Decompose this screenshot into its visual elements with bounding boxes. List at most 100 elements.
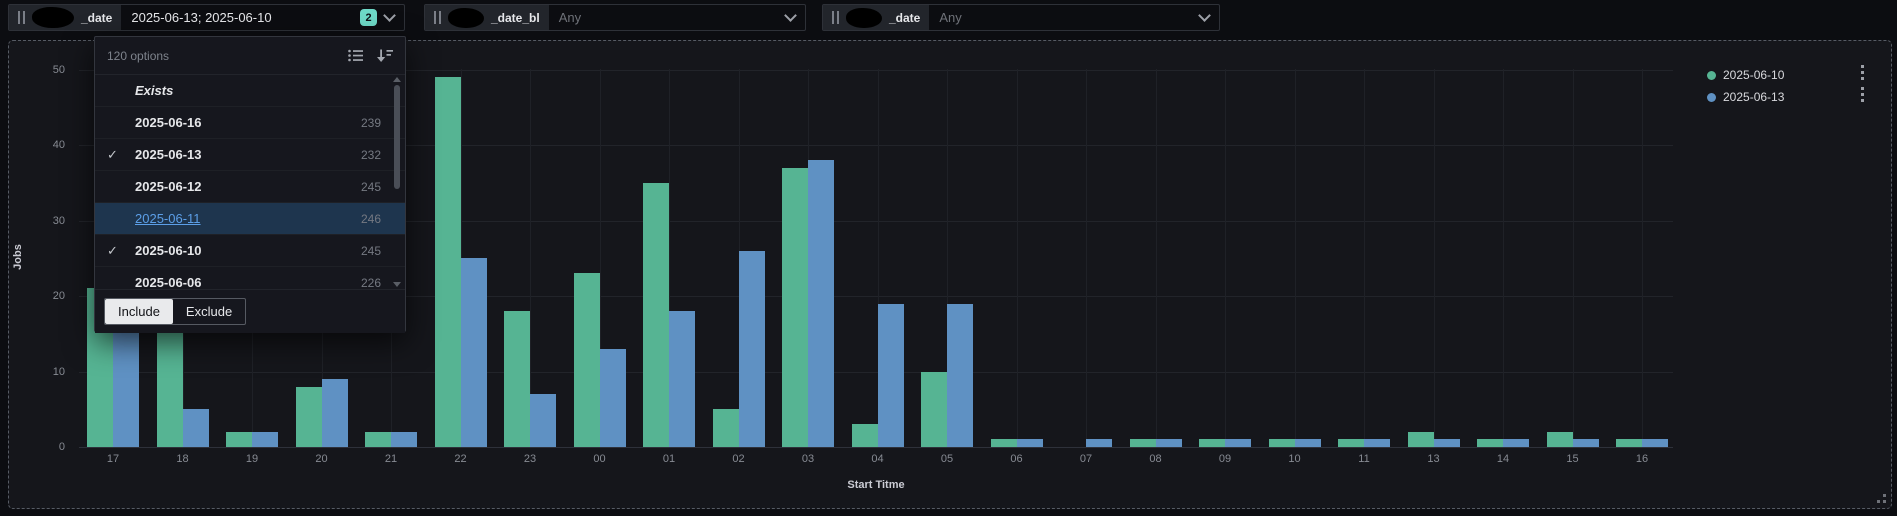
scrollbar-thumb[interactable] xyxy=(394,85,400,189)
filter-label-suffix: _date xyxy=(889,10,921,25)
gridline-h xyxy=(79,220,1673,222)
option-label: 2025-06-13 xyxy=(135,147,202,162)
dropdown-option-2025-06-16[interactable]: 2025-06-16 239 xyxy=(95,107,405,139)
gridline-v xyxy=(1016,69,1018,447)
chevron-down-icon[interactable] xyxy=(1198,8,1211,22)
include-button[interactable]: Include xyxy=(105,299,173,324)
filter-control-date-2[interactable]: _date Any xyxy=(822,4,1220,31)
legend-item[interactable]: 2025-06-13 xyxy=(1707,90,1784,104)
bar-2025-06-13-04 xyxy=(877,303,904,447)
gridline-h xyxy=(79,371,1673,373)
gridline-v xyxy=(1364,69,1365,447)
option-label: 2025-06-12 xyxy=(135,179,202,194)
legend-kebab-menu-icon[interactable] xyxy=(1861,87,1864,90)
gridline-v xyxy=(947,69,948,447)
y-tick-label: 40 xyxy=(52,139,65,151)
filter-label-date[interactable]: _date xyxy=(9,5,122,30)
redacted-filter-name xyxy=(448,7,484,28)
option-count: 245 xyxy=(360,243,381,258)
dropdown-option-2025-06-11[interactable]: 2025-06-11 246 xyxy=(95,203,405,235)
legend-series-dot xyxy=(1707,92,1716,102)
panel-resize-handle[interactable] xyxy=(1883,500,1886,503)
option-label: 2025-06-10 xyxy=(135,243,202,258)
chevron-down-icon[interactable] xyxy=(784,8,797,22)
x-tick-label: 17 xyxy=(106,453,120,465)
legend-series-label[interactable]: 2025-06-13 xyxy=(1723,90,1785,104)
x-tick-label: 02 xyxy=(732,453,745,465)
bar-2025-06-13-08 xyxy=(1155,439,1182,447)
dropdown-option-exists[interactable]: Exists xyxy=(95,75,405,107)
x-tick-label: 18 xyxy=(176,453,189,465)
bar-2025-06-13-22 xyxy=(460,258,487,447)
bar-2025-06-13-02 xyxy=(738,250,765,447)
scroll-up-icon[interactable] xyxy=(393,77,401,82)
filter-control-date[interactable]: _date 2025-06-13; 2025-06-10 2 xyxy=(8,4,405,31)
bar-2025-06-10-03 xyxy=(782,167,808,447)
drag-handle-icon[interactable] xyxy=(18,11,25,24)
bar-2025-06-10-01 xyxy=(643,182,669,447)
x-tick-label: 20 xyxy=(315,453,328,465)
bar-2025-06-10-06 xyxy=(990,439,1017,447)
legend-item[interactable]: 2025-06-10 xyxy=(1707,68,1784,82)
x-tick-label: 10 xyxy=(1288,453,1301,465)
checkmark-icon: ✓ xyxy=(107,146,118,162)
filter-placeholder: Any xyxy=(558,10,582,25)
gridline-h xyxy=(79,447,1673,448)
bar-2025-06-13-18 xyxy=(182,409,209,447)
x-tick-label: 08 xyxy=(1149,453,1162,465)
filter-label-suffix: _date_bl xyxy=(491,10,540,25)
gridline-v xyxy=(1642,69,1643,447)
bar-2025-06-13-11 xyxy=(1364,439,1390,447)
drag-handle-icon[interactable] xyxy=(434,11,441,24)
option-label: 2025-06-16 xyxy=(135,115,202,130)
option-count: 239 xyxy=(360,115,381,130)
filter-control-date-bl[interactable]: _date_bl Any xyxy=(424,4,806,31)
bar-2025-06-13-01 xyxy=(669,311,695,447)
bar-2025-06-10-08 xyxy=(1129,439,1156,447)
bar-2025-06-13-00 xyxy=(599,348,626,447)
chevron-down-icon[interactable] xyxy=(383,8,396,22)
y-axis-title: Jobs xyxy=(11,244,24,270)
options-count: 120 options xyxy=(107,48,170,63)
option-count: 246 xyxy=(360,211,381,226)
option-count: 232 xyxy=(360,147,381,162)
gridline-v xyxy=(1086,69,1087,447)
filter-value-date-2[interactable]: Any xyxy=(929,5,1219,30)
scroll-down-icon[interactable] xyxy=(393,282,401,287)
exclude-button[interactable]: Exclude xyxy=(173,299,245,324)
bar-2025-06-13-15 xyxy=(1572,439,1599,447)
dropdown-scrollbar[interactable] xyxy=(392,77,402,287)
gridline-h xyxy=(79,296,1673,297)
y-tick-label: 10 xyxy=(52,365,65,378)
x-tick-label: 11 xyxy=(1358,453,1370,465)
dropdown-option-2025-06-06[interactable]: 2025-06-06 226 xyxy=(95,267,405,289)
list-view-icon[interactable] xyxy=(348,49,363,62)
legend-kebab-menu-icon[interactable] xyxy=(1861,65,1864,68)
bar-2025-06-10-21 xyxy=(365,431,391,447)
bar-2025-06-13-19 xyxy=(252,431,278,447)
bar-2025-06-13-14 xyxy=(1503,439,1529,447)
bar-2025-06-10-00 xyxy=(573,273,600,447)
dropdown-option-2025-06-10[interactable]: ✓ 2025-06-10 245 xyxy=(95,235,405,267)
filter-value-date[interactable]: 2025-06-13; 2025-06-10 2 xyxy=(121,5,404,30)
x-tick-label: 13 xyxy=(1427,453,1440,465)
x-tick-label: 19 xyxy=(245,453,259,465)
bar-2025-06-10-22 xyxy=(434,77,461,447)
dropdown-option-2025-06-12[interactable]: 2025-06-12 245 xyxy=(95,171,405,203)
legend-series-label[interactable]: 2025-06-10 xyxy=(1723,68,1785,82)
redacted-filter-name xyxy=(32,7,74,28)
sort-icon[interactable] xyxy=(377,49,393,62)
dropdown-option-2025-06-13[interactable]: ✓ 2025-06-13 232 xyxy=(95,139,405,171)
gridline-v xyxy=(1433,69,1435,447)
redacted-filter-name xyxy=(846,7,882,28)
filter-value-date-bl[interactable]: Any xyxy=(549,5,805,30)
drag-handle-icon[interactable] xyxy=(832,11,839,24)
x-tick-label: 07 xyxy=(1079,453,1093,465)
legend-series-dot xyxy=(1707,70,1716,80)
x-tick-label: 03 xyxy=(801,453,815,465)
filter-label-date-2[interactable]: _date xyxy=(823,5,930,30)
filter-label-date-bl[interactable]: _date_bl xyxy=(425,5,549,30)
filter-options-dropdown: 120 options Exists 2025-06-16 239 ✓ 2025-06-… xyxy=(94,36,406,333)
x-tick-label: 05 xyxy=(940,453,954,465)
